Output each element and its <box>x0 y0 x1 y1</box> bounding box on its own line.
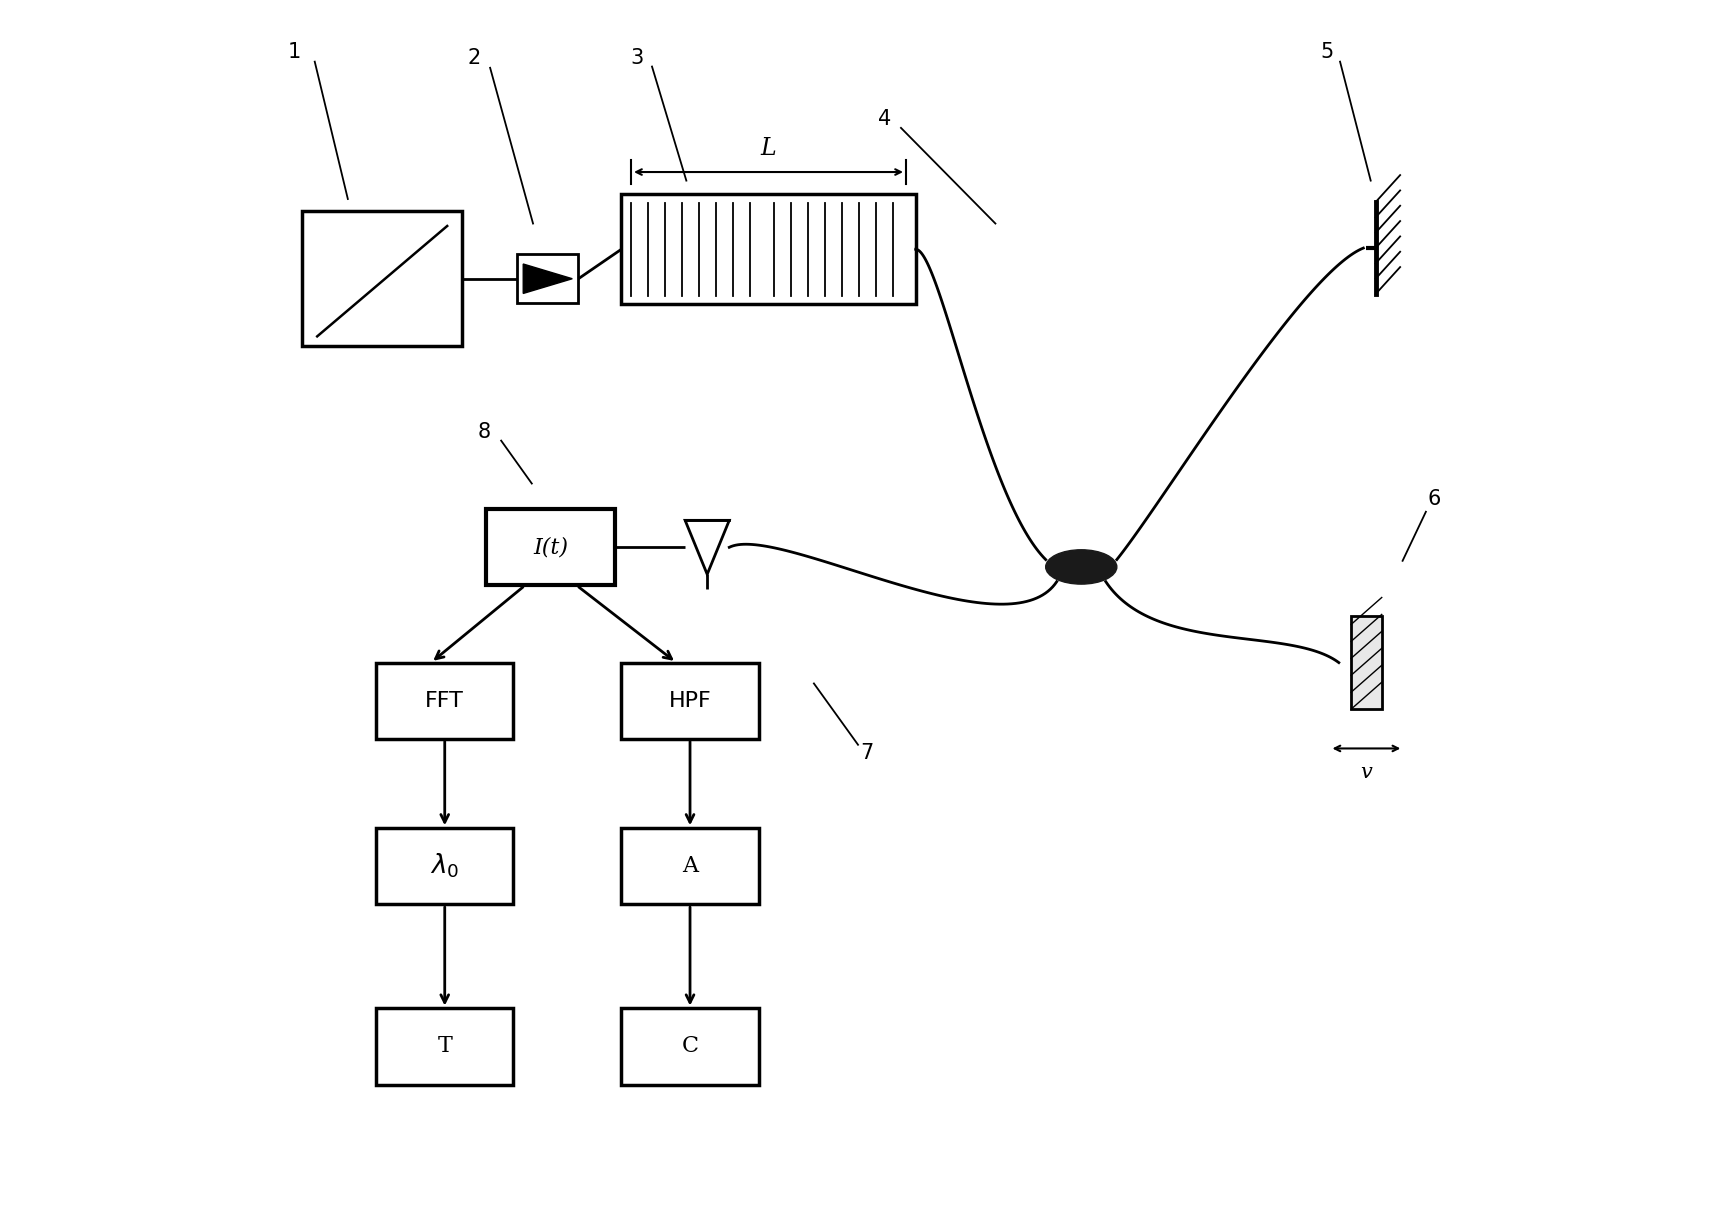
Text: 1: 1 <box>287 42 301 62</box>
Text: C: C <box>682 1035 699 1057</box>
FancyBboxPatch shape <box>621 663 759 739</box>
FancyBboxPatch shape <box>1351 616 1382 710</box>
FancyBboxPatch shape <box>377 828 513 904</box>
FancyBboxPatch shape <box>621 828 759 904</box>
Text: $\lambda_0$: $\lambda_0$ <box>430 853 460 881</box>
Text: 8: 8 <box>477 423 490 442</box>
FancyBboxPatch shape <box>516 254 578 303</box>
Text: v: v <box>1361 763 1372 782</box>
Polygon shape <box>685 520 730 574</box>
Text: T: T <box>437 1035 453 1057</box>
Text: 5: 5 <box>1320 42 1334 62</box>
Text: 2: 2 <box>468 48 480 68</box>
FancyBboxPatch shape <box>621 1009 759 1084</box>
Ellipse shape <box>1046 549 1117 584</box>
FancyBboxPatch shape <box>303 211 461 346</box>
FancyBboxPatch shape <box>621 195 916 304</box>
FancyBboxPatch shape <box>377 663 513 739</box>
Text: A: A <box>682 855 699 877</box>
Text: 6: 6 <box>1428 489 1440 510</box>
Text: HPF: HPF <box>669 691 711 711</box>
Text: 4: 4 <box>878 110 891 129</box>
Text: FFT: FFT <box>425 691 465 711</box>
Text: 3: 3 <box>630 48 644 68</box>
Text: L: L <box>761 137 776 160</box>
FancyBboxPatch shape <box>487 509 614 585</box>
Text: I(t): I(t) <box>534 536 568 558</box>
Text: 7: 7 <box>860 743 873 764</box>
FancyBboxPatch shape <box>377 1009 513 1084</box>
Polygon shape <box>523 264 573 293</box>
